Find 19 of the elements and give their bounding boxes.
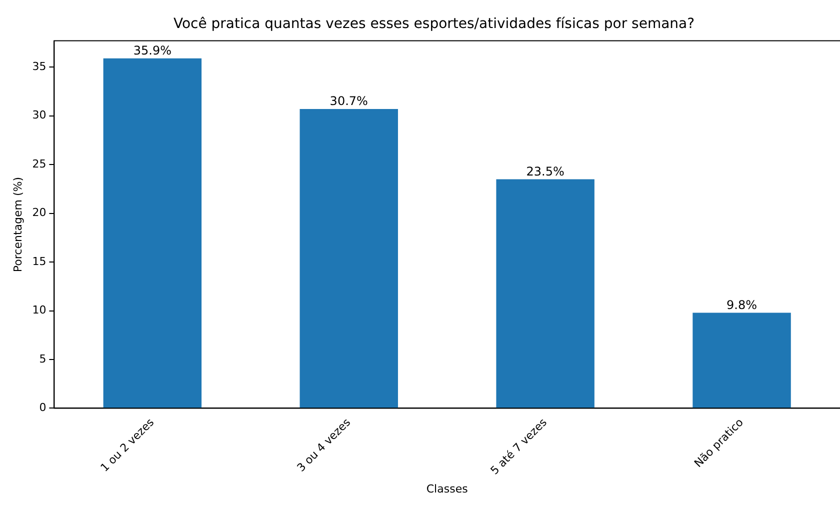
data-label: 35.9% xyxy=(133,43,172,58)
data-label: 9.8% xyxy=(726,298,758,312)
y-tick-label: 20 xyxy=(32,206,46,220)
y-tick-label: 30 xyxy=(32,108,46,122)
bar xyxy=(496,179,594,408)
bar xyxy=(103,58,202,408)
data-label: 30.7% xyxy=(330,94,368,108)
y-tick-label: 15 xyxy=(32,254,46,268)
y-tick-label: 35 xyxy=(32,60,46,73)
y-tick-label: 25 xyxy=(32,157,46,170)
bar xyxy=(692,312,791,408)
bar xyxy=(300,109,398,408)
y-axis-title: Porcentagem (%) xyxy=(11,176,24,272)
data-label: 23.5% xyxy=(526,164,564,178)
y-tick-label: 0 xyxy=(39,401,46,414)
x-axis-title: Classes xyxy=(426,482,468,496)
y-tick-label: 10 xyxy=(32,304,46,317)
chart-title: Você pratica quantas vezes esses esportes/atividades físicas por semana? xyxy=(173,16,695,32)
y-tick-label: 5 xyxy=(39,352,46,366)
